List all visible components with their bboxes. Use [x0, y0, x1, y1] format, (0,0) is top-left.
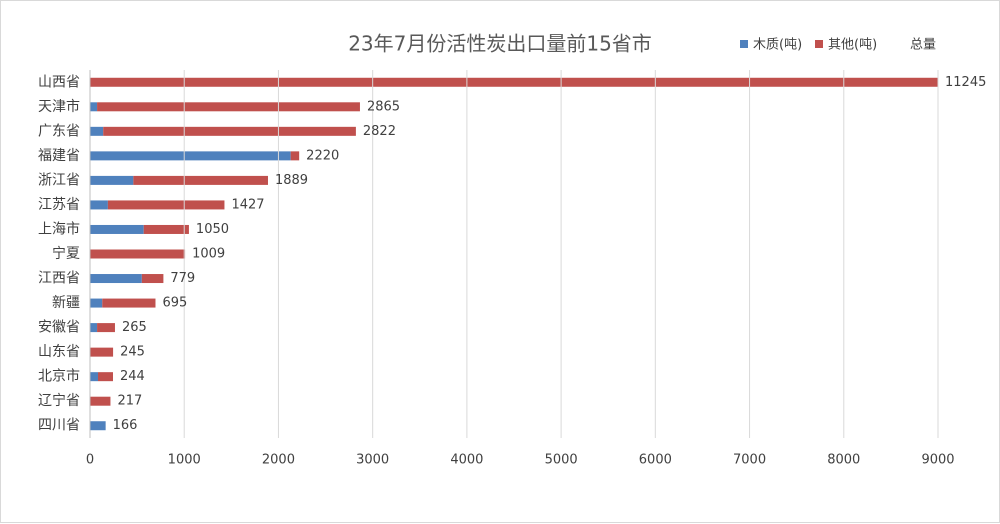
- data-label: 1009: [192, 247, 225, 262]
- data-label: 1889: [275, 173, 308, 188]
- bar: [97, 323, 115, 333]
- x-tick-label: 1000: [168, 453, 201, 468]
- x-tick-label: 6000: [639, 453, 672, 468]
- data-label: 166: [113, 418, 138, 433]
- legend-swatch: [815, 40, 823, 48]
- bar: [107, 200, 225, 210]
- y-tick-label: 宁夏: [52, 245, 80, 262]
- y-tick-label: 辽宁省: [38, 392, 80, 409]
- y-tick-label: 山西省: [38, 74, 80, 90]
- bar: [90, 77, 938, 87]
- bar: [103, 126, 356, 136]
- data-label: 244: [120, 369, 145, 384]
- plot-area: [90, 77, 938, 431]
- y-tick-label: 福建省: [38, 148, 80, 164]
- y-tick-label: 北京市: [38, 368, 80, 385]
- y-tick-label: 四川省: [38, 418, 80, 434]
- y-tick-label: 安徽省: [38, 320, 80, 336]
- data-label: 2822: [363, 124, 396, 139]
- bar: [90, 347, 114, 357]
- bar: [90, 249, 186, 259]
- data-label: 779: [170, 271, 195, 286]
- bar: [102, 298, 156, 308]
- data-label: 245: [120, 345, 145, 360]
- x-tick-label: 5000: [545, 453, 578, 468]
- bar: [90, 200, 108, 210]
- y-tick-label: 江苏省: [38, 197, 80, 213]
- x-tick-label: 9000: [921, 453, 954, 468]
- legend-swatch: [740, 40, 748, 48]
- y-tick-label: 山东省: [38, 344, 80, 360]
- bar: [97, 102, 360, 112]
- bar: [90, 323, 98, 333]
- bar: [90, 151, 291, 161]
- y-tick-label: 天津市: [38, 98, 80, 115]
- legend-label: 总量: [910, 38, 936, 53]
- legend-label: 其他(吨): [828, 38, 877, 53]
- x-tick-label: 7000: [733, 453, 766, 468]
- data-label: 2220: [306, 148, 339, 163]
- data-label: 2865: [367, 99, 400, 114]
- x-tick-label: 0: [86, 453, 94, 468]
- x-tick-label: 4000: [450, 453, 483, 468]
- bar: [90, 298, 103, 308]
- legend-label: 木质(吨): [753, 38, 802, 53]
- bar: [90, 126, 104, 136]
- x-tick-label: 3000: [356, 453, 389, 468]
- y-tick-label: 新疆: [52, 295, 80, 311]
- data-label: 11245: [945, 75, 986, 90]
- chart-title: 23年7月份活性炭出口量前15省市: [348, 32, 652, 56]
- bar: [133, 175, 268, 185]
- x-tick-label: 2000: [262, 453, 295, 468]
- bar: [290, 151, 300, 161]
- bar: [141, 274, 164, 284]
- y-tick-label: 上海市: [38, 220, 80, 237]
- bar: [98, 372, 113, 382]
- data-label: 265: [122, 320, 147, 335]
- data-label: 695: [162, 296, 187, 311]
- bar: [90, 175, 134, 185]
- bar: [90, 102, 98, 112]
- bar: [143, 224, 189, 234]
- bar: [90, 396, 111, 406]
- y-tick-label: 浙江省: [38, 172, 80, 188]
- bar: [90, 421, 106, 431]
- bar: [90, 372, 99, 382]
- bar: [90, 274, 142, 284]
- x-tick-label: 8000: [827, 453, 860, 468]
- bar: [90, 224, 144, 234]
- y-tick-label: 广东省: [38, 123, 80, 139]
- data-label: 217: [117, 394, 142, 409]
- data-label: 1050: [196, 222, 229, 237]
- y-tick-label: 江西省: [38, 271, 80, 287]
- data-label: 1427: [231, 197, 264, 212]
